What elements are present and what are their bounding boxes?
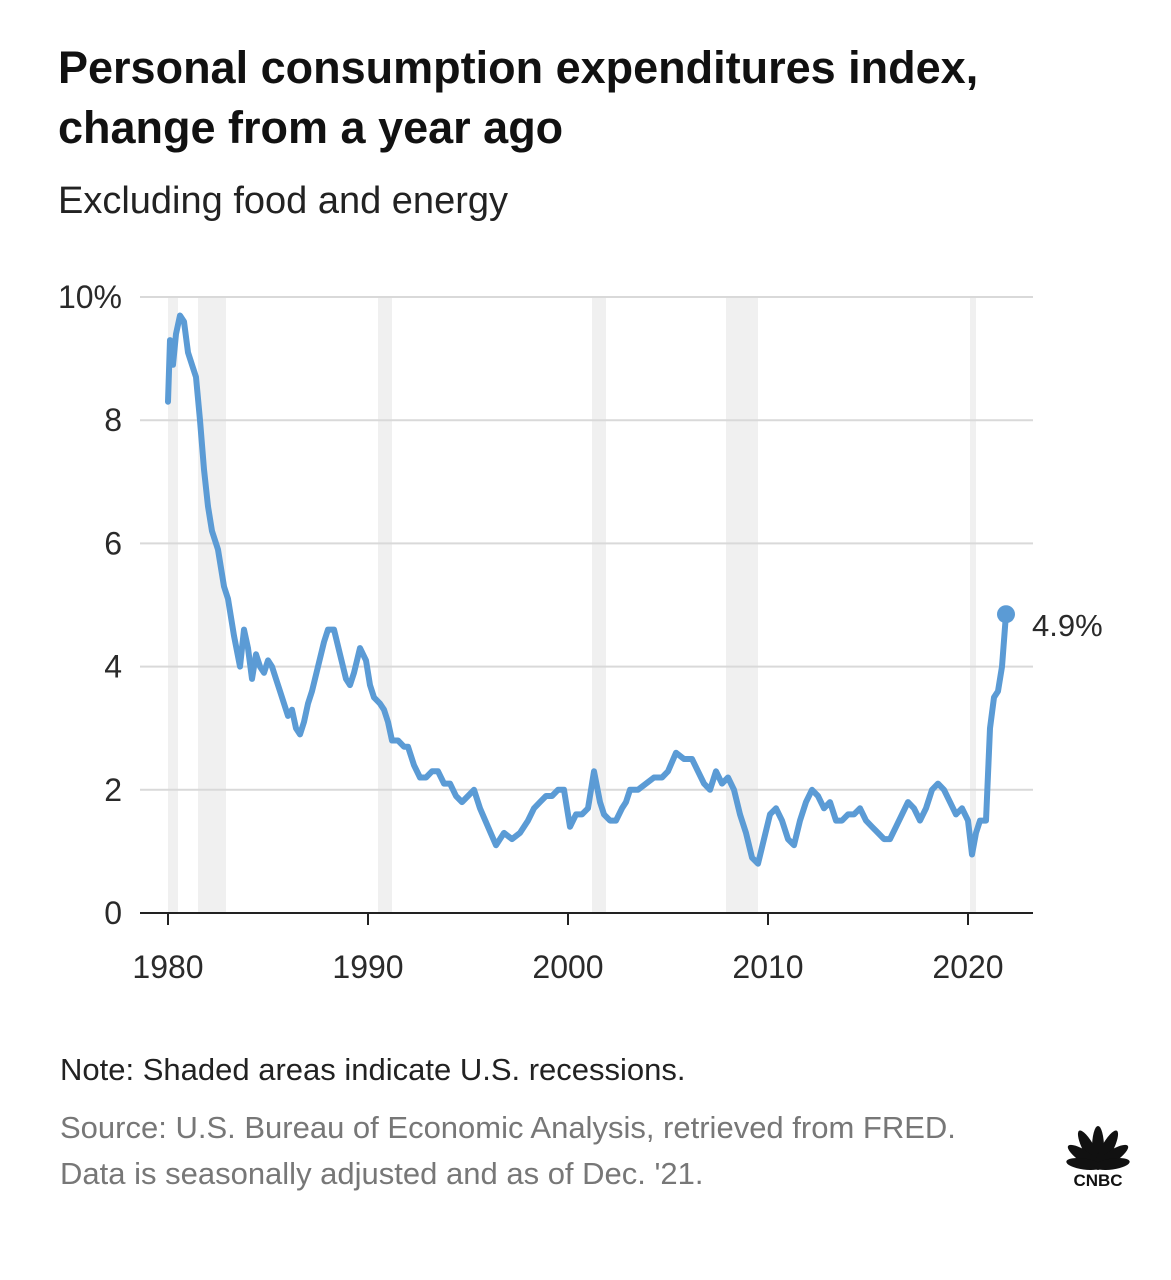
footnote: Note: Shaded areas indicate U.S. recessi… (60, 1052, 686, 1087)
recession-band-2 (378, 297, 392, 913)
source-note: Source: U.S. Bureau of Economic Analysis… (60, 1110, 956, 1191)
chart-subtitle: Excluding food and energy (58, 180, 508, 222)
chart-title: Personal consumption expenditures index,… (58, 42, 979, 153)
x-axis (140, 912, 1033, 925)
y-tick-label: 8 (104, 402, 122, 438)
y-tick-label: 10% (58, 279, 122, 315)
cnbc-logo: CNBC (1050, 1110, 1146, 1190)
x-tick-label: 2000 (532, 949, 603, 985)
recession-band-3 (592, 297, 606, 913)
end-point-marker (997, 605, 1015, 624)
x-tick-label: 1980 (132, 949, 203, 985)
y-tick-label: 4 (104, 649, 122, 685)
y-axis-labels: 0 2 4 6 8 10% (58, 279, 122, 931)
y-tick-label: 2 (104, 772, 122, 808)
x-tick-label: 2020 (932, 949, 1003, 985)
line-chart: 0 2 4 6 8 10% 1980 1990 2000 2010 2020 4.9% (58, 279, 1103, 985)
series-line (165, 312, 1009, 867)
end-value-label: 4.9% (1032, 608, 1103, 643)
x-tick-label: 2010 (732, 949, 803, 985)
series-line-group: 4.9% (165, 312, 1103, 867)
recession-band-0 (168, 297, 178, 913)
x-axis-labels: 1980 1990 2000 2010 2020 (132, 949, 1003, 985)
y-tick-label: 6 (104, 525, 122, 561)
y-tick-label: 0 (104, 895, 122, 931)
logo-text: CNBC (1073, 1171, 1122, 1190)
peacock-icon: CNBC (1066, 1126, 1130, 1190)
gridlines (140, 296, 1033, 791)
x-tick-label: 1990 (332, 949, 403, 985)
recession-band-1 (198, 297, 226, 913)
recession-band-5 (970, 297, 976, 913)
